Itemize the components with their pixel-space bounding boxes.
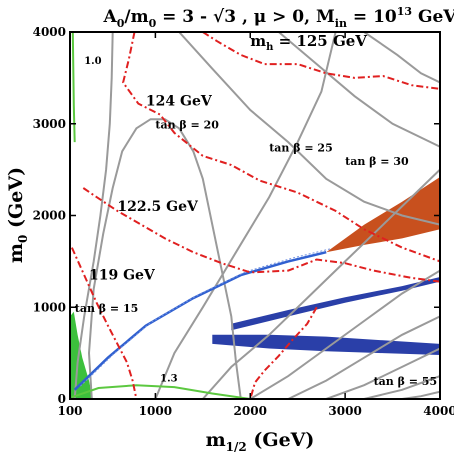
x-axis-label: m1/2 (GeV) — [206, 429, 315, 454]
label-119-gev: 119 GeV — [89, 268, 156, 284]
green-contour-label: 1.0 — [84, 56, 101, 67]
higgs-mass-contour — [202, 32, 440, 90]
green-contour-label: 1.3 — [160, 374, 177, 385]
plot-layer — [70, 32, 440, 399]
tan-beta-contour — [73, 32, 114, 399]
blue-wedge-region — [231, 277, 440, 331]
tan-beta-contour — [178, 32, 440, 226]
y-tick-label: 0 — [58, 392, 66, 406]
tan-beta-contour — [287, 315, 440, 399]
higgs-mass-contour — [70, 247, 138, 399]
tan-beta-label: tan β = 30 — [345, 155, 409, 168]
tan-beta-label: tan β = 15 — [75, 302, 139, 315]
higgs-mass-contour — [122, 32, 440, 263]
tan-beta-contour — [249, 269, 440, 399]
blue-band-dotted — [80, 248, 332, 387]
tan-beta-label: tan β = 55 — [374, 375, 438, 388]
tan-beta-contour — [363, 375, 440, 399]
label-mh-125: mh = 125 GeV — [250, 32, 367, 53]
tan-beta-label: tan β = 20 — [155, 118, 219, 131]
tan-beta-contour — [278, 32, 440, 148]
label-122-5-gev: 122.5 GeV — [117, 199, 199, 215]
chart-title: A0/m0 = 3 - √3 , μ > 0, Min = 1013 GeV — [103, 5, 454, 30]
label-124-gev: 124 GeV — [146, 93, 213, 109]
x-tick-label: 3000 — [328, 404, 361, 418]
label-sub: h — [266, 42, 274, 53]
axis-ticks: 100 1000 2000 3000 4000 0 1000 2000 3000 4000 — [33, 25, 454, 418]
tan-beta-label: tan β = 25 — [269, 141, 333, 154]
y-tick-label: 3000 — [33, 117, 66, 131]
y-axis-label: m0 (GeV) — [5, 167, 30, 263]
tan-beta-contour — [87, 118, 242, 399]
x-tick-label: 4000 — [423, 404, 454, 418]
x-tick-label: 100 — [57, 404, 82, 418]
tan-beta-contour — [202, 168, 440, 399]
tan-beta-contour — [401, 390, 440, 399]
y-tick-label: 2000 — [33, 209, 66, 223]
label-text: m — [250, 32, 266, 50]
blue-strip-region — [212, 334, 440, 355]
x-tick-label: 1000 — [139, 404, 172, 418]
tan-beta-contour — [325, 347, 440, 399]
higgs-mass-contour — [82, 187, 440, 283]
x-tick-label: 2000 — [234, 404, 267, 418]
green-contour — [71, 32, 76, 143]
green-contour — [71, 384, 251, 399]
label-rest: = 125 GeV — [273, 32, 367, 50]
higgs-mass-contour — [249, 306, 318, 399]
y-tick-label: 4000 — [33, 25, 66, 39]
tan-beta-contour — [154, 32, 337, 399]
tan-beta-contour — [363, 32, 440, 84]
plot-area: mh = 125 GeV 124 GeV 122.5 GeV 119 GeV tan β… — [70, 32, 440, 399]
y-tick-label: 1000 — [33, 300, 66, 314]
